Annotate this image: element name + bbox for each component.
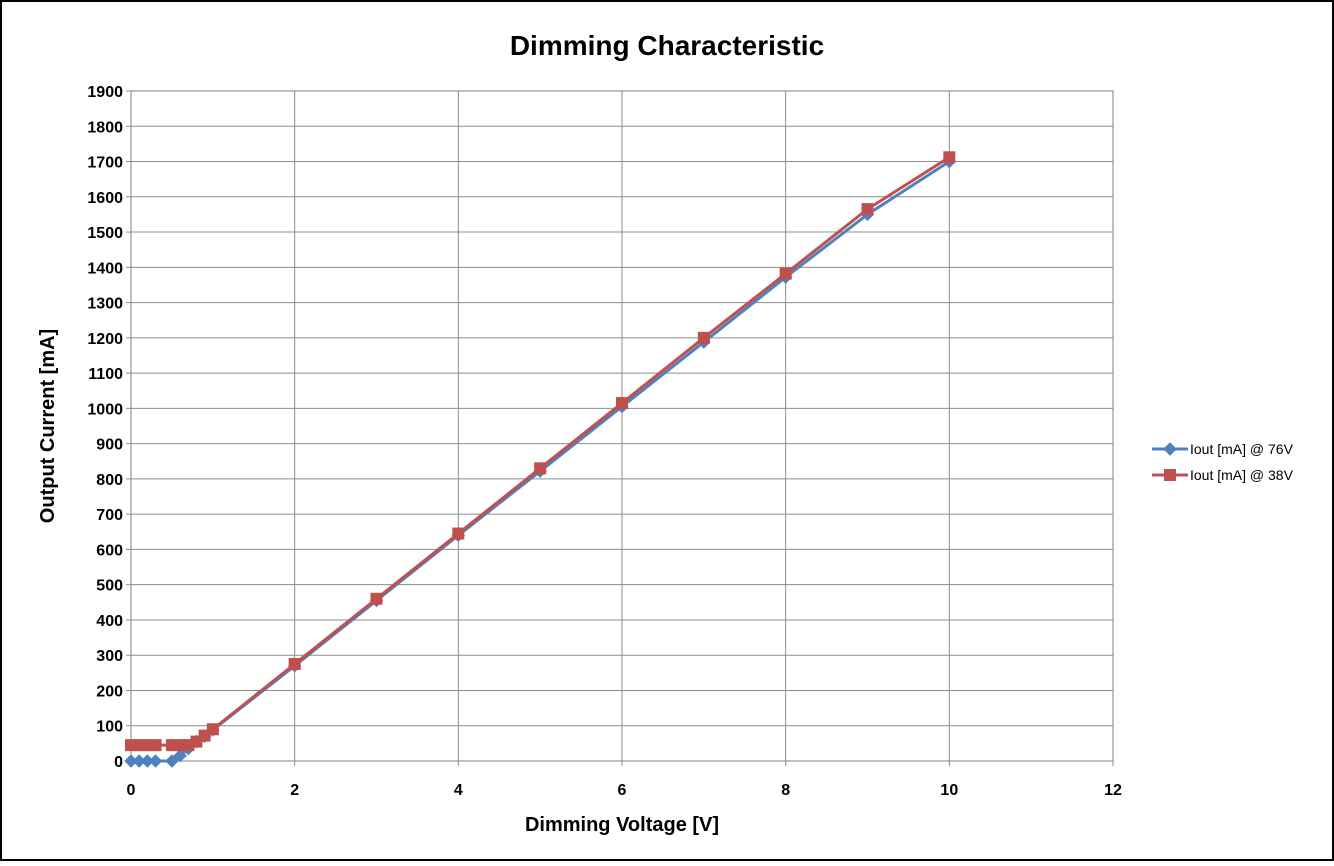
chart-title: Dimming Characteristic [510,30,824,61]
legend-swatch-marker [1163,442,1177,456]
x-tick-label: 4 [454,782,463,799]
data-point [452,527,465,540]
y-tick-label: 1000 [87,401,123,418]
data-point [616,397,628,410]
y-tick-label: 1100 [88,366,123,383]
data-point [943,151,956,164]
y-tick-label: 0 [114,754,123,771]
data-point [861,203,874,216]
data-point [198,729,211,742]
y-tick-label: 900 [96,437,123,454]
data-point [370,592,383,605]
data-point [165,754,179,768]
y-tick-label: 300 [96,648,123,665]
data-point [534,462,547,475]
y-axis-label: Output Current [mA] [37,329,59,523]
legend-label: Iout [mA] @ 76V [1190,441,1294,457]
y-tick-label: 400 [96,613,123,630]
data-point [697,331,710,344]
legend-swatch-marker [1164,469,1176,481]
legend-item: Iout [mA] @ 76V [1152,441,1294,457]
y-tick-label: 100 [96,719,123,736]
series [124,151,957,768]
y-tick-label: 600 [96,542,123,559]
y-tick-label: 700 [96,507,123,524]
x-tick-label: 10 [940,782,958,799]
data-point [779,267,792,280]
y-tick-label: 1700 [87,155,123,172]
data-point [148,754,163,768]
x-tick-label: 8 [781,782,790,799]
y-tick-label: 500 [96,578,123,595]
data-point [206,723,219,736]
legend-label: Iout [mA] @ 38V [1190,467,1294,483]
y-tick-label: 800 [96,472,123,489]
data-point [288,658,301,671]
x-axis: 0 2 4 6 8 10 12 [127,761,1122,799]
data-point [173,749,187,763]
y-tick-label: 1200 [87,331,123,348]
x-tick-label: 12 [1104,782,1122,799]
data-point [149,739,162,752]
y-tick-label: 1300 [87,296,123,313]
y-axis: 0 100 200 300 400 500 600 700 800 900 1000 1100 1200… [87,84,131,771]
y-tick-label: 1800 [87,119,123,136]
y-tick-label: 1900 [87,84,123,101]
y-tick-label: 1500 [87,225,123,242]
legend-item: Iout [mA] @ 38V [1152,467,1294,483]
y-tick-label: 200 [96,683,123,700]
y-tick-label: 1600 [87,190,123,207]
series-iout-38v [125,151,956,752]
x-tick-label: 6 [618,782,627,799]
x-tick-label: 2 [290,782,299,799]
x-tick-label: 0 [127,782,136,799]
legend: Iout [mA] @ 76V Iout [mA] @ 38V [1152,441,1294,483]
x-axis-label: Dimming Voltage [V] [525,814,719,836]
y-tick-label: 1400 [87,260,123,277]
